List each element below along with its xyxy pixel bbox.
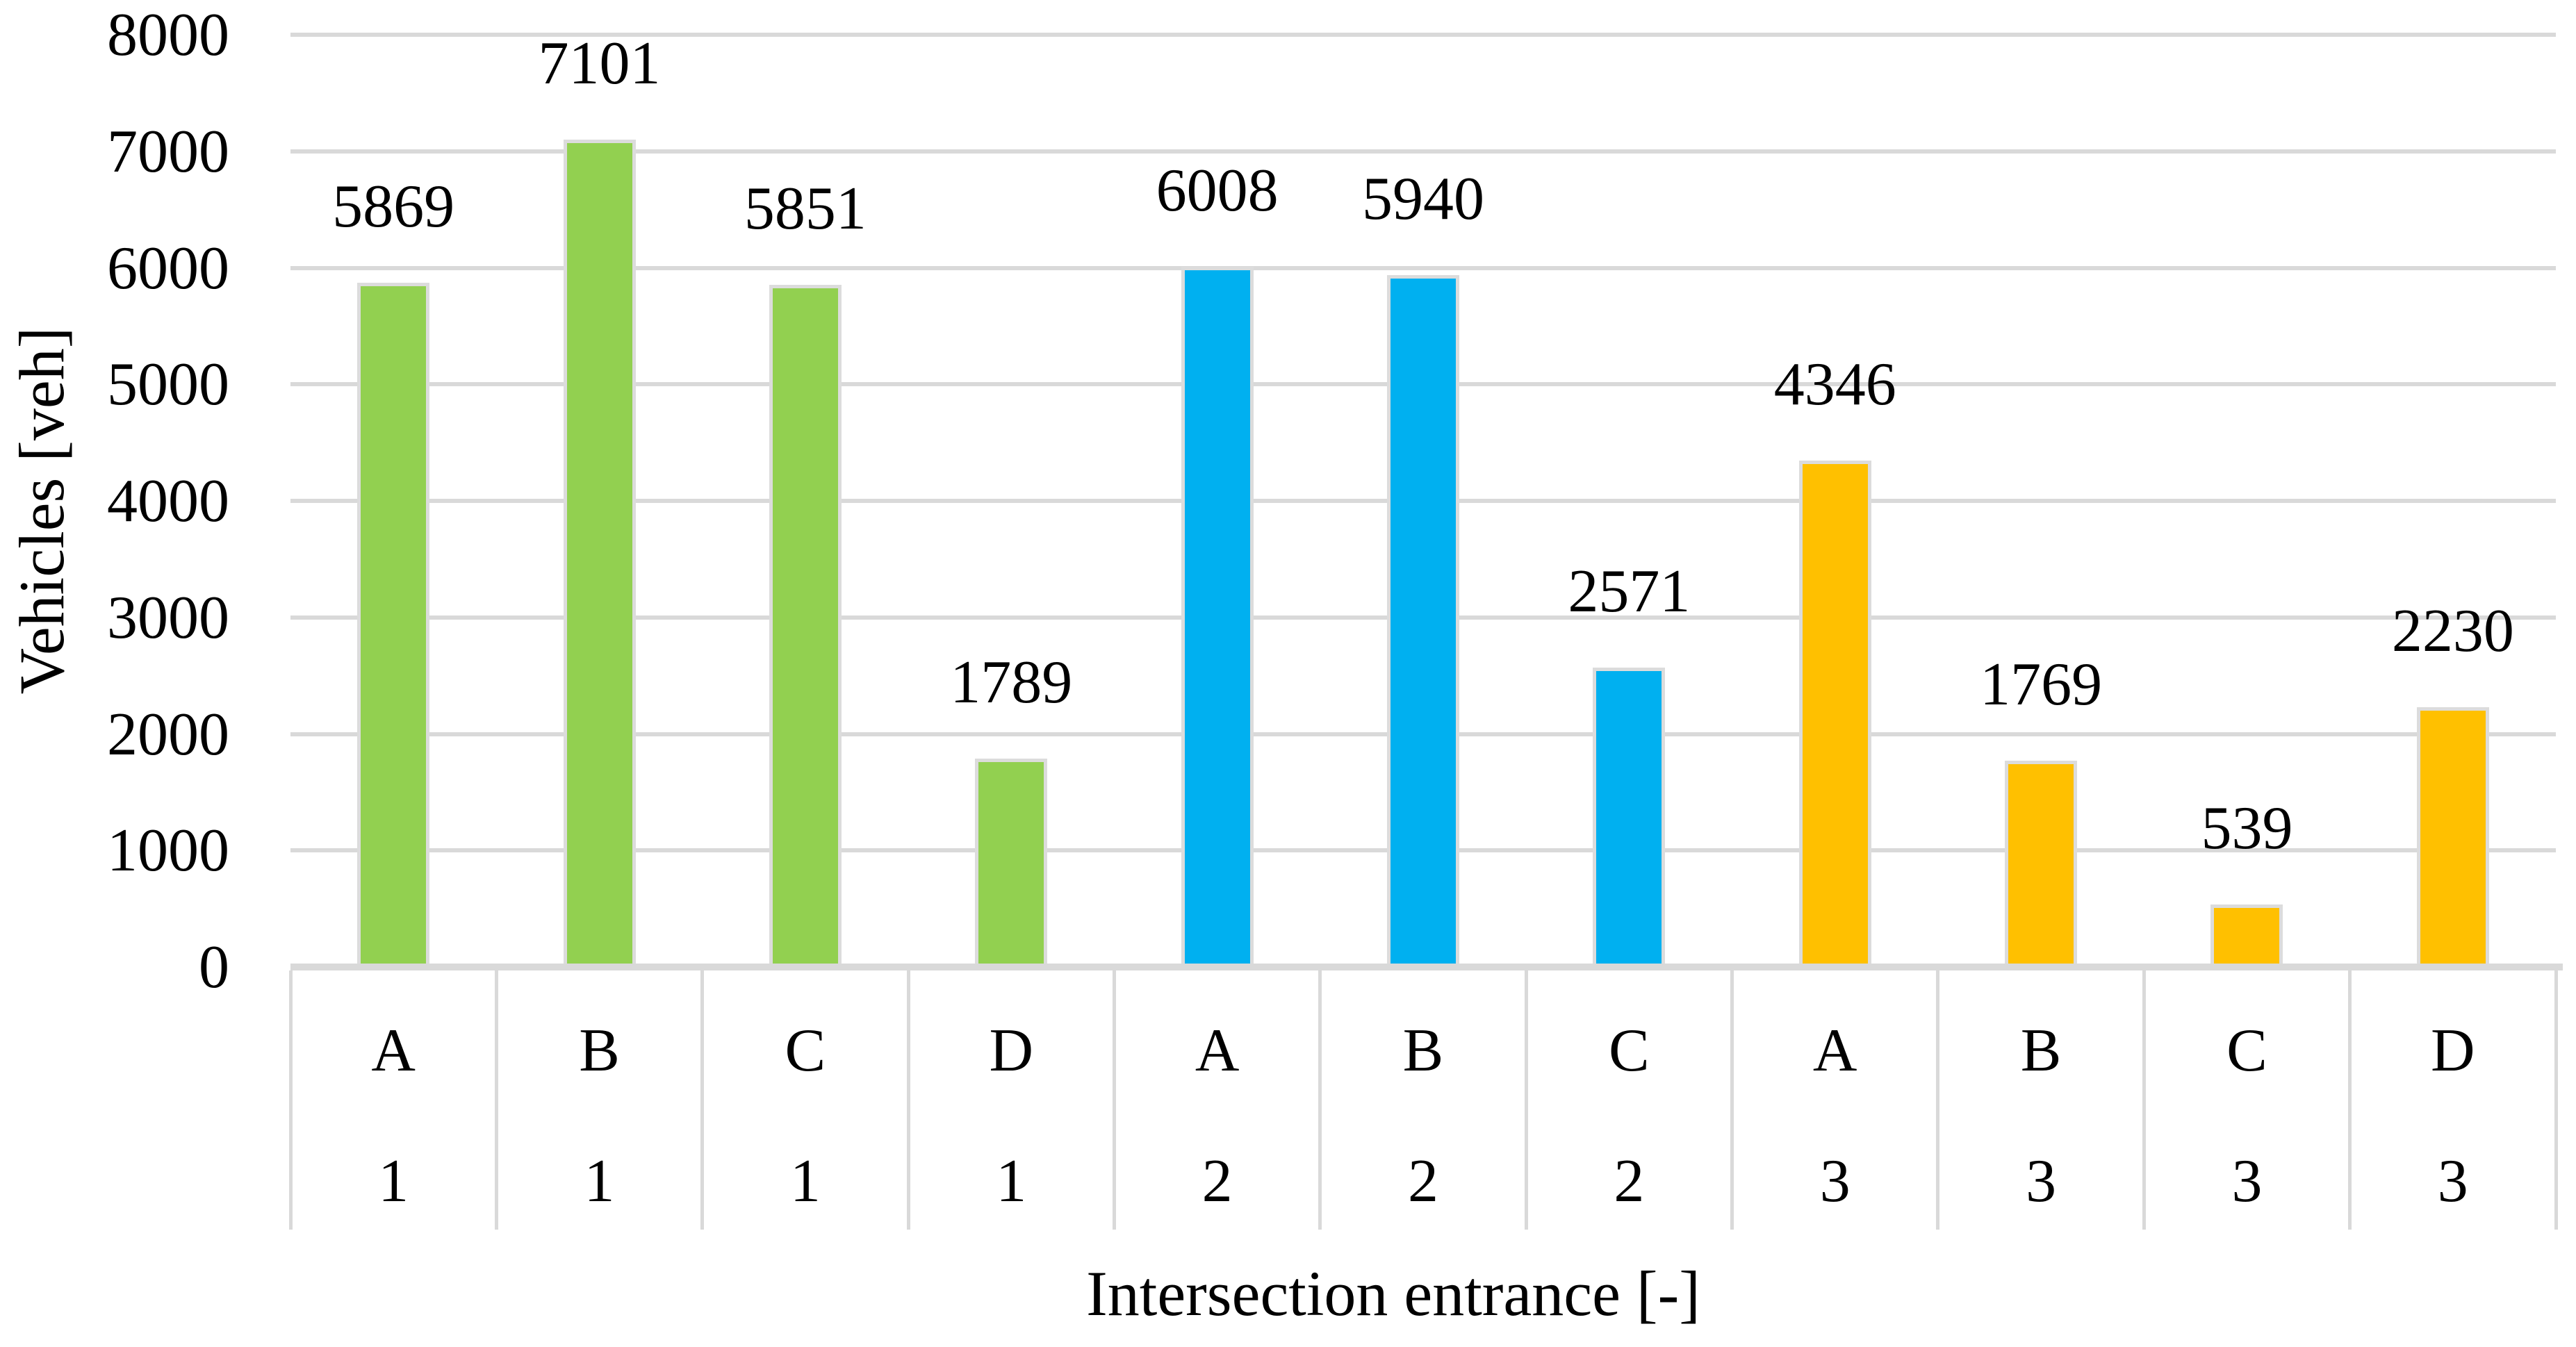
category-entrance-label: A bbox=[1195, 1017, 1240, 1084]
category-entrance-label: A bbox=[1812, 1017, 1857, 1084]
category-entrance-label: B bbox=[2020, 1017, 2062, 1084]
category-divider bbox=[494, 970, 498, 1230]
category-entrance-label: D bbox=[989, 1017, 1034, 1084]
category-intersection-label: 2 bbox=[1201, 1148, 1233, 1215]
y-axis-tick-label: 0 bbox=[199, 934, 229, 1001]
category-entrance-label: C bbox=[785, 1017, 826, 1084]
bar-data-label: 4346 bbox=[1773, 350, 1896, 418]
category-intersection-label: 3 bbox=[2437, 1148, 2468, 1215]
category-divider bbox=[700, 970, 705, 1230]
bar bbox=[975, 758, 1048, 970]
bar bbox=[357, 283, 430, 970]
bar-data-label: 5851 bbox=[744, 175, 867, 243]
category-divider bbox=[1936, 970, 1940, 1230]
x-axis-line bbox=[290, 964, 2563, 970]
category-divider bbox=[1730, 970, 1734, 1230]
y-axis-tick-label: 6000 bbox=[107, 234, 229, 302]
bar-data-label: 2230 bbox=[2391, 597, 2514, 665]
y-axis-tick-label: 3000 bbox=[107, 584, 229, 652]
bar bbox=[1593, 667, 1666, 970]
bar-data-label: 2571 bbox=[1568, 557, 1691, 625]
category-intersection-label: 1 bbox=[584, 1148, 615, 1215]
bar bbox=[2005, 761, 2078, 970]
y-axis-tick-label: 7000 bbox=[107, 117, 229, 185]
bar-data-label: 5940 bbox=[1362, 165, 1484, 233]
x-axis-title: Intersection entrance [-] bbox=[1086, 1258, 1700, 1329]
y-axis-tick-label: 4000 bbox=[107, 468, 229, 535]
bar-data-label: 1769 bbox=[1980, 651, 2103, 719]
category-intersection-label: 2 bbox=[1407, 1148, 1438, 1215]
bar-data-label: 5869 bbox=[332, 173, 455, 241]
category-intersection-label: 3 bbox=[2231, 1148, 2263, 1215]
category-entrance-label: B bbox=[1402, 1017, 1444, 1084]
gridline bbox=[290, 149, 2556, 154]
category-divider bbox=[1112, 970, 1116, 1230]
category-intersection-label: 1 bbox=[996, 1148, 1027, 1215]
category-entrance-label: B bbox=[579, 1017, 620, 1084]
bar bbox=[1798, 460, 1871, 970]
category-entrance-label: D bbox=[2431, 1017, 2475, 1084]
y-axis-tick-label: 1000 bbox=[107, 817, 229, 885]
category-entrance-label: A bbox=[371, 1017, 416, 1084]
bar-data-label: 6008 bbox=[1156, 157, 1279, 225]
category-entrance-label: C bbox=[2226, 1017, 2267, 1084]
category-divider bbox=[1524, 970, 1528, 1230]
bar bbox=[563, 139, 636, 970]
category-intersection-label: 3 bbox=[1819, 1148, 1851, 1215]
y-axis-tick-label: 2000 bbox=[107, 700, 229, 768]
bar bbox=[769, 285, 842, 970]
category-divider bbox=[2142, 970, 2146, 1230]
bar-data-label: 539 bbox=[2201, 794, 2293, 862]
bar bbox=[1387, 274, 1459, 970]
bar bbox=[2210, 904, 2283, 970]
bar bbox=[2416, 706, 2489, 970]
category-divider bbox=[2554, 970, 2558, 1230]
category-divider bbox=[288, 970, 293, 1230]
category-intersection-label: 3 bbox=[2026, 1148, 2057, 1215]
gridline bbox=[290, 33, 2556, 37]
gridline bbox=[290, 265, 2556, 270]
category-entrance-label: C bbox=[1609, 1017, 1650, 1084]
category-divider bbox=[906, 970, 910, 1230]
category-divider bbox=[1318, 970, 1322, 1230]
category-divider bbox=[2348, 970, 2352, 1230]
category-intersection-label: 2 bbox=[1614, 1148, 1645, 1215]
y-axis-tick-label: 5000 bbox=[107, 351, 229, 419]
category-intersection-label: 1 bbox=[789, 1148, 821, 1215]
bar bbox=[1181, 267, 1254, 970]
bar-data-label: 1789 bbox=[950, 648, 1073, 716]
bar-data-label: 7101 bbox=[538, 29, 661, 97]
y-axis-tick-label: 8000 bbox=[107, 1, 229, 69]
category-intersection-label: 1 bbox=[378, 1148, 409, 1215]
